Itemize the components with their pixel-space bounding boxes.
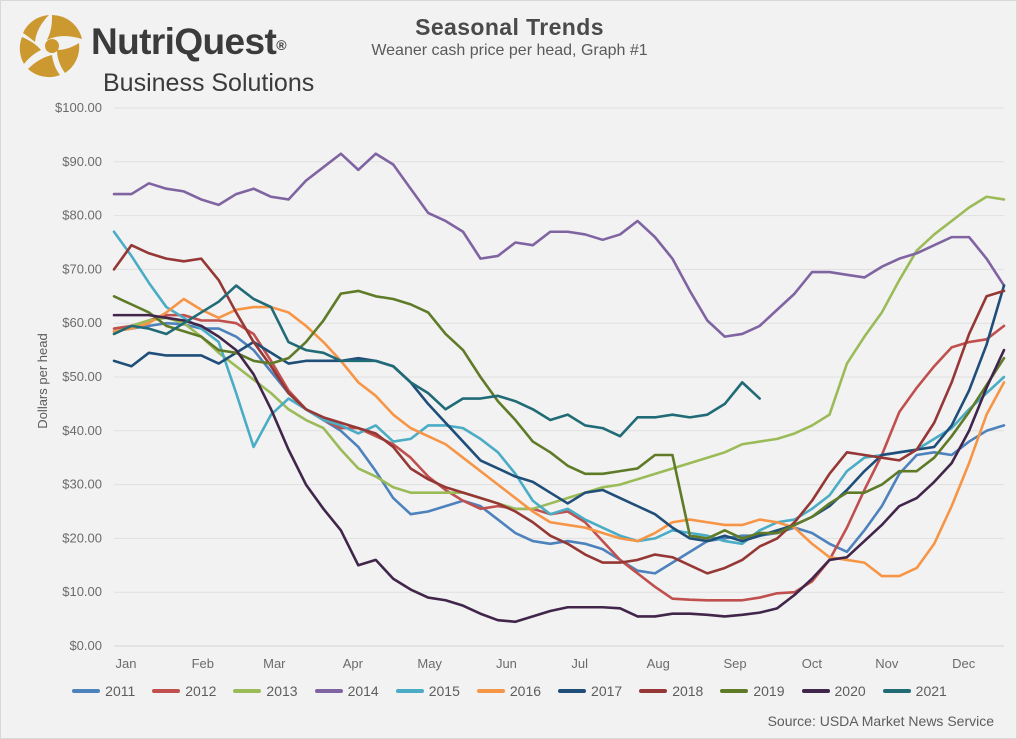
legend-item-2017[interactable]: 2017 [558, 683, 622, 699]
y-tick-label: $90.00 [62, 154, 102, 169]
legend-item-2020[interactable]: 2020 [801, 683, 866, 699]
legend-swatch-2017 [558, 689, 587, 693]
legend-label-2017: 2017 [591, 683, 623, 699]
y-tick-label: $50.00 [62, 369, 102, 384]
x-tick-label: Nov [875, 656, 899, 671]
legend-swatch-2013 [233, 689, 262, 693]
legend-item-2016[interactable]: 2016 [476, 683, 542, 699]
legend-swatch-2012 [152, 689, 181, 693]
x-tick-label: May [417, 656, 442, 671]
series-line-2013 [112, 195, 1006, 511]
x-axis-ticks: Jan Feb Mar Apr May Jun Jul Aug Sep Oct Nov Dec [116, 656, 976, 671]
registered-mark: ® [276, 37, 286, 53]
legend-item-2018[interactable]: 2018 [639, 683, 703, 699]
series-line-2018 [112, 243, 1006, 575]
legend-label-2020: 2020 [834, 683, 866, 699]
y-tick-label: $40.00 [62, 423, 102, 438]
page-subtitle: Weaner cash price per head, Graph #1 [371, 42, 648, 59]
series-line-2014 [112, 152, 1006, 338]
legend-item-2011[interactable]: 2011 [72, 683, 135, 699]
series-line-2019 [112, 289, 1006, 540]
brand-name: NutriQuest® [91, 21, 286, 63]
legend-swatch-2011 [72, 689, 101, 693]
legend-item-2014[interactable]: 2014 [314, 683, 379, 699]
legend-label-2015: 2015 [428, 683, 460, 699]
legend-label-2013: 2013 [266, 683, 298, 699]
series-line-2016 [112, 297, 1006, 578]
legend-label-2014: 2014 [347, 683, 379, 699]
y-tick-label: $0.00 [69, 638, 102, 653]
nutriquest-swirl-logo-icon [19, 15, 82, 78]
y-tick-label: $70.00 [62, 261, 102, 276]
x-tick-label: Dec [952, 656, 976, 671]
legend-item-2021[interactable]: 2021 [882, 683, 947, 699]
x-tick-label: Jul [571, 656, 588, 671]
legend-item-2015[interactable]: 2015 [395, 683, 460, 699]
y-axis-label: Dollars per head [35, 333, 50, 428]
y-tick-label: $60.00 [62, 315, 102, 330]
x-tick-label: Oct [802, 656, 823, 671]
x-tick-label: Jun [496, 656, 517, 671]
y-axis-ticks: $0.00 $10.00 $20.00 $30.00 $40.00 $50.00 $60.0… [55, 100, 102, 653]
series-line-2020 [112, 313, 1006, 624]
source-note: Source: USDA Market News Service [767, 713, 994, 729]
legend-swatch-2014 [314, 689, 343, 693]
legend-label-2019: 2019 [753, 683, 785, 699]
legend-swatch-2015 [395, 689, 424, 693]
legend-label-2011: 2011 [105, 683, 136, 699]
legend-swatch-2018 [639, 689, 668, 693]
legend-swatch-2016 [476, 689, 505, 693]
y-tick-label: $80.00 [62, 208, 102, 223]
legend-swatch-2021 [882, 689, 911, 693]
series-line-2011 [112, 321, 1006, 575]
brand-logo-block: NutriQuest® Business Solutions [15, 9, 314, 97]
legend-label-2016: 2016 [509, 683, 542, 699]
gridlines [114, 107, 1004, 647]
brand-tagline: Business Solutions [103, 69, 315, 97]
brand-name-text: NutriQuest [91, 21, 277, 62]
legend-item-2013[interactable]: 2013 [233, 683, 298, 699]
x-tick-label: Feb [192, 656, 214, 671]
legend-item-2012[interactable]: 2012 [152, 683, 216, 699]
x-tick-label: Jan [116, 656, 137, 671]
data-series [112, 152, 1006, 624]
series-line-2015 [112, 230, 1006, 546]
legend-label-2018: 2018 [672, 683, 704, 699]
series-line-2021 [112, 284, 761, 438]
x-tick-label: Sep [723, 656, 746, 671]
legend-swatch-2019 [720, 689, 749, 693]
legend-label-2021: 2021 [915, 683, 947, 699]
y-tick-label: $10.00 [62, 584, 102, 599]
series-line-2017 [112, 284, 1006, 543]
x-tick-label: Apr [343, 656, 364, 671]
chart-legend: 2011 2012 2013 2014 2015 2016 2017 2018 2019 2020… [1, 683, 1016, 699]
x-tick-label: Mar [263, 656, 286, 671]
legend-item-2019[interactable]: 2019 [720, 683, 785, 699]
y-tick-label: $20.00 [62, 530, 102, 545]
page-title: Seasonal Trends [415, 14, 604, 40]
x-tick-label: Aug [647, 656, 670, 671]
legend-label-2012: 2012 [185, 683, 217, 699]
y-tick-label: $100.00 [55, 100, 102, 115]
legend-swatch-2020 [801, 689, 830, 693]
y-tick-label: $30.00 [62, 477, 102, 492]
